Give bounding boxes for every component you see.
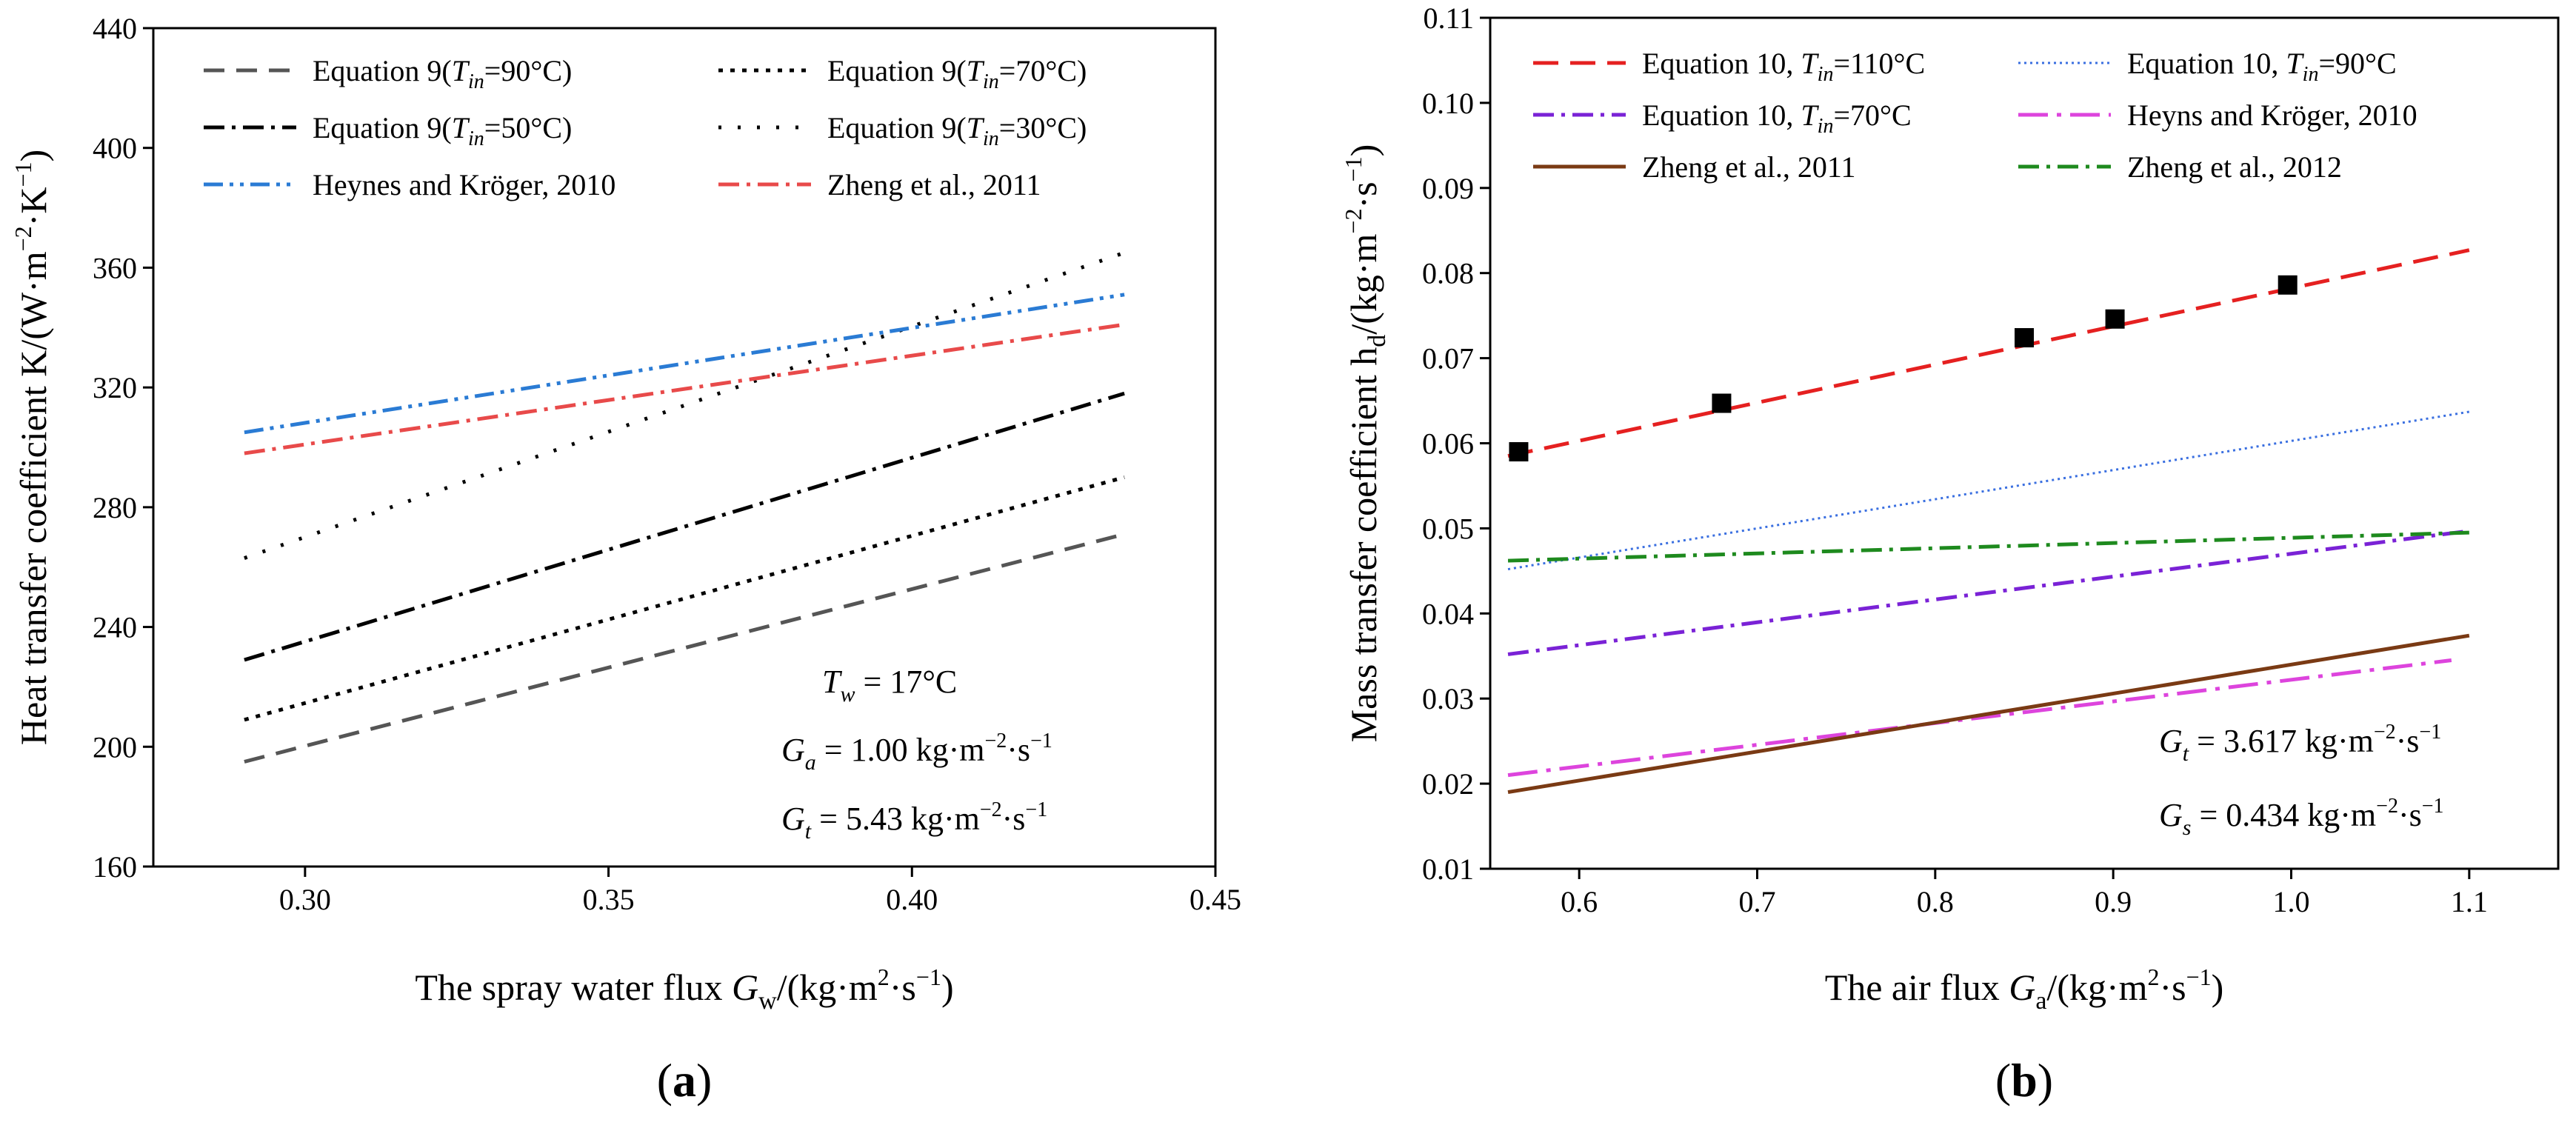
y-tick-label: 440 [93,12,137,45]
x-tick-label: 1.0 [2273,885,2310,918]
data-point [1509,441,1529,461]
panel-label: (a) [657,1054,713,1106]
x-tick-label: 1.1 [2451,885,2488,918]
series-line [244,322,1125,455]
y-tick-label: 0.03 [1422,682,1474,715]
series-line [1507,633,2470,795]
legend-label: Equation 10, Tin=110°C [1642,47,1925,86]
x-tick-label: 0.6 [1561,885,1598,918]
y-tick-label: 0.02 [1422,767,1474,801]
y-tick-label: 360 [93,251,137,284]
x-tick-label: 0.7 [1739,885,1776,918]
annotation: Ga = 1.00 kg·m−2·s−1 [781,730,1052,775]
data-point [2105,309,2125,329]
data-point [2015,328,2034,348]
y-tick-label: 320 [93,371,137,404]
y-tick-label: 200 [93,730,137,764]
y-tick-label: 0.08 [1422,257,1474,290]
y-tick-label: 0.01 [1422,852,1474,886]
series-line [244,475,1125,722]
x-tick-label: 0.40 [886,883,938,916]
legend-label: Equation 9(Tin=30°C) [827,111,1087,150]
y-tick-label: 280 [93,491,137,524]
series-line [1507,410,2470,571]
x-tick-label: 0.8 [1917,885,1954,918]
annotation: Gt = 5.43 kg·m−2·s−1 [781,798,1047,844]
legend-label: Equation 9(Tin=90°C) [313,54,572,93]
y-tick-label: 400 [93,132,137,165]
legend-label: Equation 10, Tin=70°C [1642,99,1912,138]
legend-label: Heynes and Kröger, 2010 [313,168,615,201]
data-point [1712,393,1732,413]
legend-label: Equation 10, Tin=90°C [2127,47,2397,86]
legend-label: Zheng et al., 2011 [1642,150,1855,184]
x-axis-label: The spray water flux Gw/(kg·m2·s−1) [415,964,953,1015]
legend-label: Zheng et al., 2012 [2127,150,2342,184]
y-tick-label: 0.04 [1422,597,1474,630]
y-tick-label: 240 [93,611,137,644]
data-point [2278,275,2298,295]
series-line [244,250,1125,560]
y-tick-label: 0.05 [1422,512,1474,545]
y-tick-label: 0.06 [1422,427,1474,461]
plot-frame [152,27,1217,868]
y-tick-label: 160 [93,850,137,884]
series-line [1507,248,2470,458]
series-line [244,391,1125,662]
legend-label: Equation 9(Tin=70°C) [827,54,1087,93]
series-line [1507,530,2469,563]
chart-b: 0.6 0.7 0.8 0.9 1.0 1.1 0.01 0.02 0.03 0.04 0.05 0.… [1340,1,2560,1106]
legend-label: Equation 9(Tin=50°C) [313,111,572,150]
x-tick-label: 0.45 [1189,883,1241,916]
panel-label: (b) [1995,1054,2053,1106]
series-line [1507,658,2452,778]
series-line [1507,529,2470,656]
series-line [244,293,1125,435]
annotation: Tw = 17°C [822,664,957,707]
y-tick-label: 0.10 [1422,87,1474,120]
annotation: Gt = 3.617 kg·m−2·s−1 [2159,721,2441,766]
x-tick-label: 0.35 [583,883,635,916]
x-tick-label: 0.30 [279,883,331,916]
x-tick-label: 0.9 [2095,885,2132,918]
legend-label: Zheng et al., 2011 [827,168,1041,201]
x-axis-label: The air flux Ga/(kg·m2·s−1) [1825,964,2224,1015]
y-tick-label: 0.09 [1422,172,1474,205]
y-tick-label: 0.11 [1423,1,1474,35]
y-tick-label: 0.07 [1422,342,1474,375]
series-line [244,532,1125,764]
legend-label: Heyns and Kröger, 2010 [2127,99,2417,132]
y-axis-label: Heat transfer coefficient K/(W·m−2·K−1) [10,150,54,745]
y-axis-label: Mass transfer coefficient hd/(kg·m−2·s−1… [1340,144,1391,743]
chart-a: 0.30 0.35 0.40 0.45 160 200 240 280 320 360 400 440… [10,12,1241,1106]
annotation: Gs = 0.434 kg·m−2·s−1 [2159,795,2444,840]
